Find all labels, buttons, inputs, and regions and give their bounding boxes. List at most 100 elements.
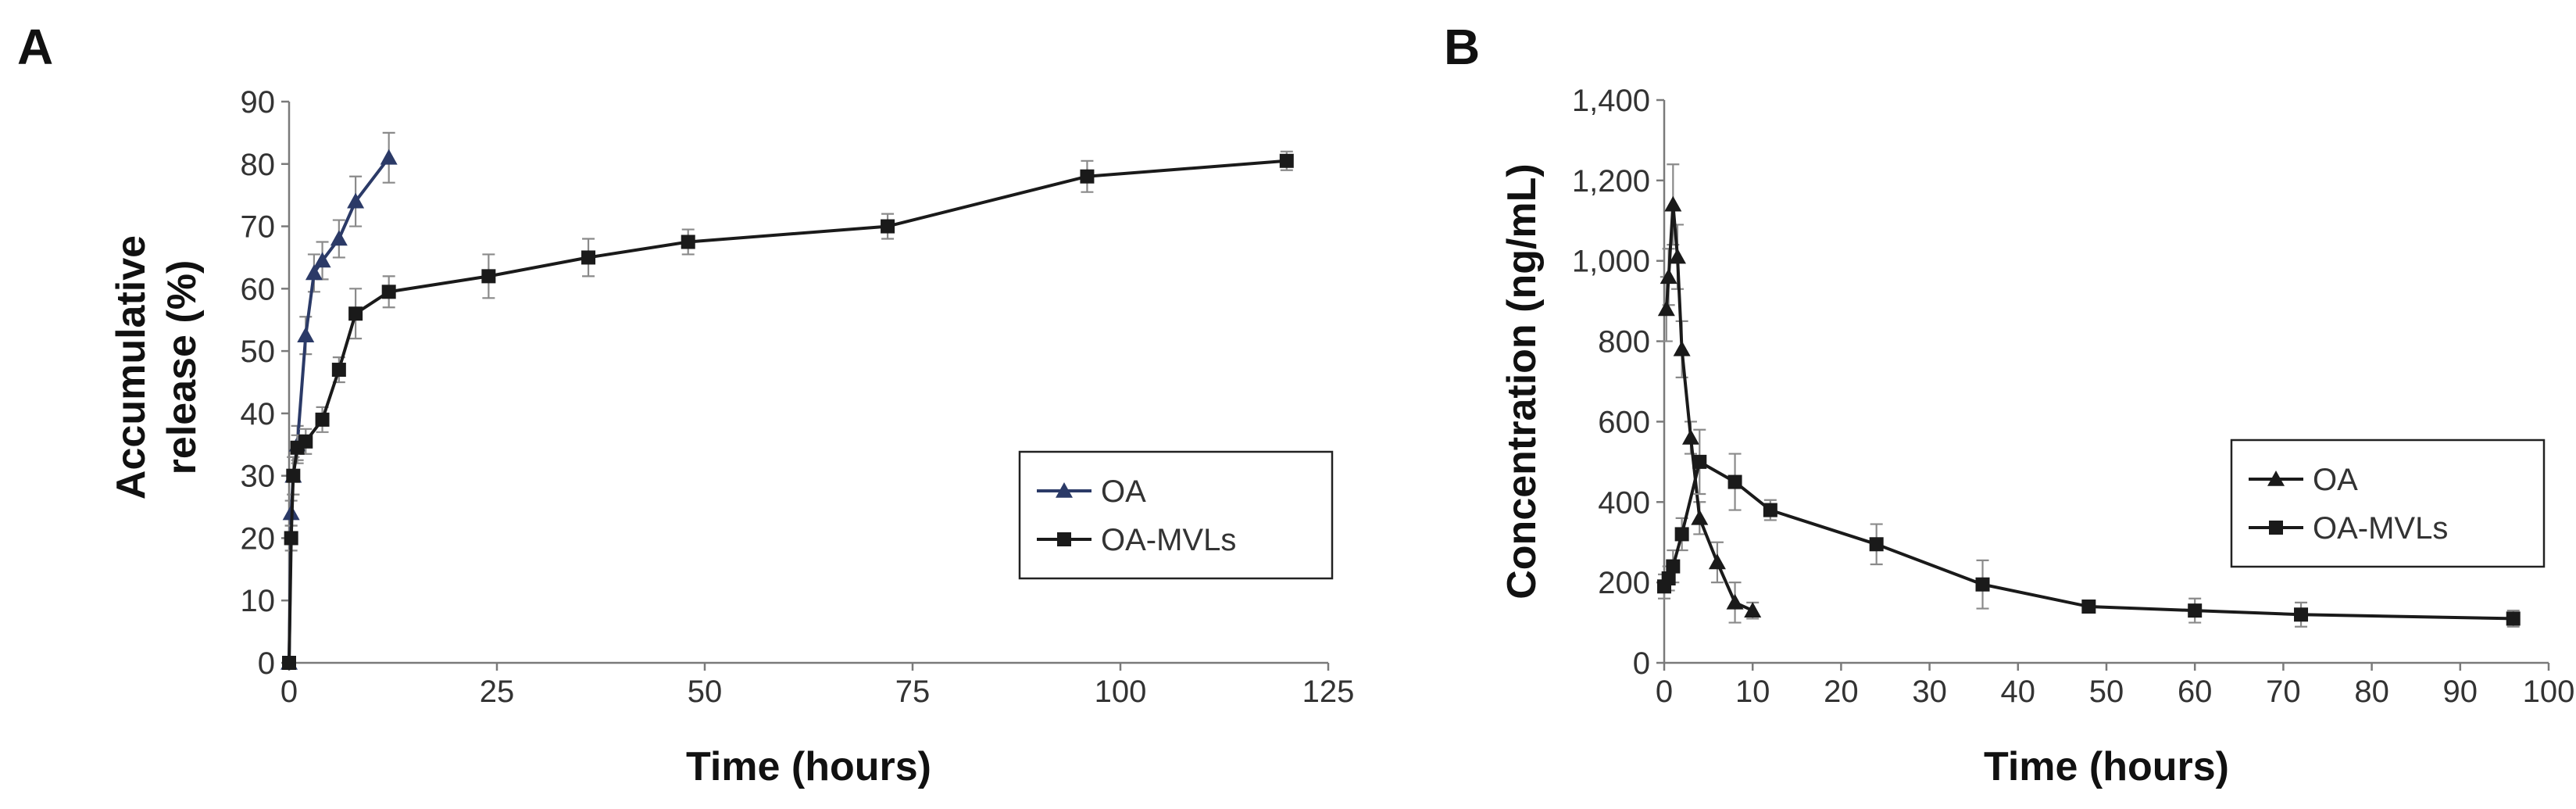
data-point: [298, 434, 313, 449]
data-point: [1744, 602, 1762, 617]
data-point: [1279, 153, 1294, 168]
data-point: [2081, 600, 2096, 614]
legend-label: OA: [1101, 474, 1146, 509]
series-oa-mvls: [282, 150, 1294, 670]
data-point: [284, 531, 298, 546]
y-axis-title: release (%): [159, 260, 205, 475]
panel-label: A: [17, 19, 53, 75]
data-point: [1660, 268, 1677, 285]
y-axis-title: Concentration (ng/mL): [1499, 163, 1545, 600]
x-tick-label: 10: [1735, 675, 1770, 709]
x-tick-label: 100: [1095, 675, 1147, 709]
x-tick-label: 25: [480, 675, 515, 709]
x-axis-title: Time (hours): [1984, 744, 2229, 789]
y-tick-label: 800: [1598, 325, 1650, 360]
legend-label: OA-MVLs: [2313, 511, 2448, 546]
data-point: [1674, 527, 1689, 542]
legend-marker: [2267, 471, 2285, 486]
data-point: [381, 285, 396, 299]
legend-marker: [1056, 482, 1073, 498]
data-point: [330, 230, 348, 246]
data-point: [1664, 195, 1682, 212]
x-tick-label: 50: [2089, 675, 2124, 709]
data-point: [2294, 607, 2309, 622]
legend-marker: [2269, 521, 2283, 535]
x-tick-label: 50: [688, 675, 723, 709]
data-point: [380, 149, 398, 165]
legend: OA OA-MVLs: [1018, 450, 1334, 580]
data-point: [1673, 340, 1691, 356]
y-axis-title: Accumulative: [109, 235, 154, 499]
y-tick-label: 200: [1598, 566, 1650, 600]
data-point: [1691, 509, 1709, 525]
data-point: [1869, 537, 1884, 552]
data-point: [313, 252, 331, 268]
y-tick-label: 40: [241, 397, 276, 431]
panel-label: B: [1444, 19, 1480, 75]
y-tick-label: 10: [241, 584, 276, 618]
legend-label: OA: [2313, 463, 2358, 497]
data-point: [481, 269, 496, 284]
x-axis-title: Time (hours): [686, 744, 931, 789]
chart-panel-b: B 0 200 400 600 800 1,000 1,200 1,400 0 10 20 30 40 50…: [1444, 19, 2574, 789]
x-tick-label: 80: [2354, 675, 2389, 709]
series-oa: [1657, 163, 1762, 624]
y-tick-label: 400: [1598, 485, 1650, 520]
data-point: [1661, 571, 1676, 585]
data-point: [1666, 559, 1681, 574]
x-tick-label: 100: [2523, 675, 2575, 709]
x-tick-label: 90: [2443, 675, 2478, 709]
data-point: [881, 219, 895, 234]
data-point: [282, 656, 296, 670]
x-tick-label: 0: [1656, 675, 1673, 709]
x-tick-label: 40: [2001, 675, 2036, 709]
legend-marker: [1057, 532, 1071, 546]
data-point: [581, 250, 596, 265]
x-tick-label: 125: [1302, 675, 1355, 709]
data-point: [297, 327, 315, 342]
data-point: [315, 412, 330, 427]
data-point: [348, 306, 363, 321]
y-tick-label: 20: [241, 521, 276, 556]
y-tick-label: 1,000: [1572, 245, 1650, 279]
x-tick-label: 30: [1912, 675, 1947, 709]
y-tick-label: 1,200: [1572, 164, 1650, 199]
legend-label: OA-MVLs: [1101, 523, 1236, 557]
data-point: [2188, 603, 2203, 618]
y-tick-label: 1,400: [1572, 84, 1650, 118]
series-oa-mvls: [1657, 428, 2521, 628]
legend-box: [1018, 450, 1334, 580]
x-tick-label: 0: [280, 675, 298, 709]
data-point: [1692, 454, 1707, 469]
x-tick-label: 20: [1824, 675, 1859, 709]
data-point: [1975, 577, 1990, 592]
data-point: [1726, 593, 1744, 610]
y-tick-label: 30: [241, 460, 276, 494]
y-tick-label: 60: [241, 272, 276, 306]
series-oa: [280, 131, 398, 670]
chart-panel-a: A 0 10 20 30 40 50 60 70 80 90 0 25 50 75 100 125 Time (h…: [17, 19, 1354, 789]
series-line: [288, 159, 1287, 664]
data-point: [331, 363, 346, 378]
y-tick-label: 90: [241, 85, 276, 120]
y-tick-label: 80: [241, 148, 276, 182]
data-point: [1708, 553, 1726, 570]
series-line: [1664, 202, 1754, 612]
y-tick-label: 0: [1633, 646, 1650, 681]
data-point: [1080, 169, 1095, 184]
data-point: [1763, 503, 1777, 517]
data-point: [1681, 429, 1699, 445]
x-tick-label: 75: [895, 675, 931, 709]
legend: OA OA-MVLs: [2230, 439, 2546, 568]
legend-box: [2230, 439, 2546, 568]
y-tick-label: 600: [1598, 405, 1650, 439]
data-point: [1727, 474, 1742, 489]
data-point: [1668, 248, 1686, 264]
x-tick-label: 60: [2178, 675, 2213, 709]
data-point: [347, 192, 365, 209]
y-tick-label: 70: [241, 210, 276, 245]
y-tick-label: 0: [258, 646, 275, 681]
y-tick-label: 50: [241, 335, 276, 369]
data-point: [286, 468, 301, 483]
